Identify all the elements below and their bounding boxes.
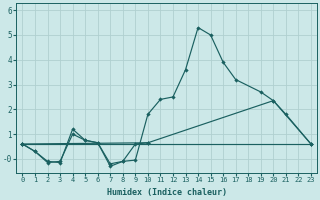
X-axis label: Humidex (Indice chaleur): Humidex (Indice chaleur): [107, 188, 227, 197]
